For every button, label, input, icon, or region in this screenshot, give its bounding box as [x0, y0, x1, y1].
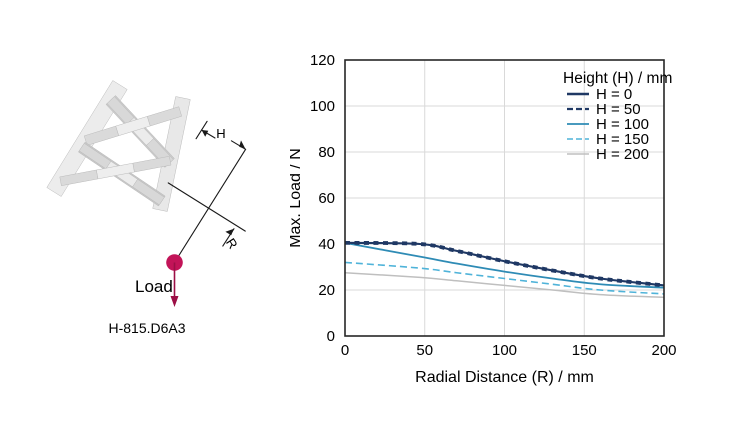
- svg-text:200: 200: [651, 342, 676, 359]
- svg-text:H = 200: H = 200: [596, 146, 649, 163]
- svg-text:100: 100: [492, 342, 517, 359]
- svg-text:0: 0: [327, 328, 335, 345]
- svg-text:Load: Load: [135, 277, 173, 296]
- svg-text:Radial Distance (R) / mm: Radial Distance (R) / mm: [415, 369, 594, 386]
- svg-text:100: 100: [310, 98, 335, 115]
- svg-text:0: 0: [341, 342, 349, 359]
- svg-text:40: 40: [318, 236, 335, 253]
- svg-text:120: 120: [310, 52, 335, 69]
- svg-text:150: 150: [572, 342, 597, 359]
- svg-text:60: 60: [318, 190, 335, 207]
- svg-text:R: R: [223, 236, 241, 252]
- svg-text:50: 50: [416, 342, 433, 359]
- svg-text:80: 80: [318, 144, 335, 161]
- svg-text:Height (H) / mm: Height (H) / mm: [563, 70, 672, 87]
- svg-text:20: 20: [318, 282, 335, 299]
- svg-text:Max. Load / N: Max. Load / N: [290, 148, 304, 248]
- svg-text:H-815.D6A3: H-815.D6A3: [108, 320, 185, 336]
- svg-text:H: H: [216, 126, 225, 141]
